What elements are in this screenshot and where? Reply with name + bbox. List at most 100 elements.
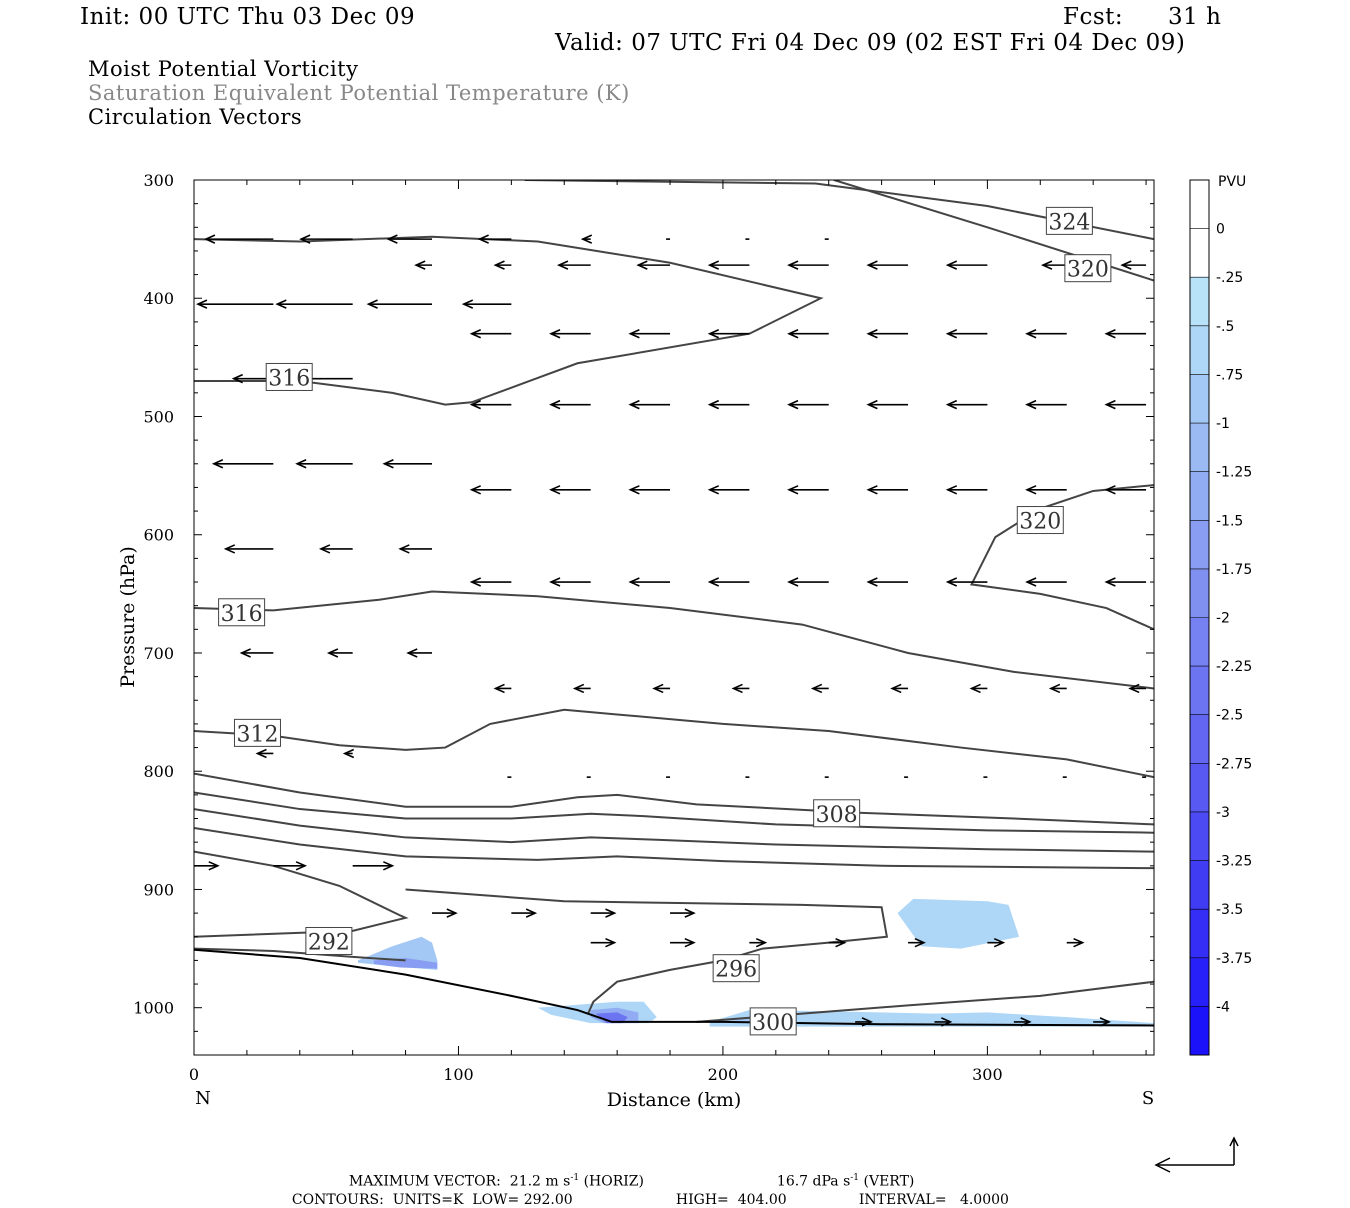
high-line: HIGH= 404.00: [667, 1176, 787, 1208]
vector-arrowhead: [890, 683, 902, 694]
vector-arrowhead: [945, 577, 958, 587]
x-tick-label: 100: [443, 1065, 474, 1084]
vector-arrowhead: [134, 460, 143, 468]
theta-contour-line: [405, 888, 889, 1015]
y-tick-label: 300: [143, 171, 174, 190]
colorbar-tick-label: -4: [1216, 999, 1230, 1015]
vector-arrowhead: [787, 577, 799, 587]
vector-arrowhead: [115, 235, 124, 243]
contour-label: 320: [1067, 258, 1109, 283]
interval-line: INTERVAL= 4.0000: [850, 1176, 1009, 1208]
y-tick-label: 500: [143, 407, 174, 426]
theta-contour-line: [194, 850, 409, 938]
colorbar-swatch: [1190, 811, 1209, 862]
colorbar-swatch: [1190, 909, 1209, 959]
contour-label: 316: [268, 366, 310, 391]
colorbar-tick-label: -.25: [1216, 270, 1243, 286]
vector-arrowhead: [446, 908, 458, 918]
vector-arrowhead: [295, 459, 307, 469]
vector-arrowhead: [1025, 577, 1037, 587]
vector-arrowhead: [866, 399, 878, 410]
vector-arrowhead: [1025, 485, 1037, 495]
valid-time: Valid: 07 UTC Fri 04 Dec 09 (02 EST Fri …: [555, 30, 1186, 56]
contours-label: CONTOURS:: [291, 1192, 384, 1208]
vector-arrowhead: [366, 299, 378, 309]
low-label: LOW=: [472, 1192, 520, 1208]
contour-label: 320: [1019, 510, 1061, 535]
colorbar-tick-label: -3: [1216, 805, 1230, 821]
colorbar-swatch: [1190, 617, 1209, 667]
colorbar-tick-label: -3.25: [1216, 854, 1252, 870]
vector-arrowhead: [866, 328, 878, 339]
vector-arrowhead: [866, 260, 878, 270]
vector-arrowhead: [684, 908, 696, 918]
theta-contour-layer: [194, 180, 1154, 1027]
colorbar-tick-label: -3.75: [1216, 951, 1252, 967]
vector-arrowhead: [787, 485, 799, 495]
y-axis-title: Pressure (hPa): [117, 546, 139, 688]
vector-arrowhead: [1104, 399, 1116, 410]
colorbar-tick-label: 0: [1216, 222, 1225, 238]
colorbar-swatch: [1190, 714, 1209, 764]
vert-tag: (VERT): [863, 1173, 915, 1190]
vector-arrowhead: [605, 937, 617, 948]
contour-label: 324: [1048, 210, 1090, 235]
vector-arrowhead: [1128, 683, 1140, 694]
theta-contour-line: [194, 808, 1154, 853]
ground-line: [194, 948, 1154, 1027]
vector-arrowhead: [549, 577, 561, 587]
vector-arrowhead: [342, 748, 355, 759]
theta-contour-line: [194, 772, 1154, 826]
vector-arrowhead: [1104, 485, 1116, 495]
vector-arrowhead: [119, 300, 128, 308]
colorbar-tick-label: -.75: [1216, 367, 1243, 383]
high-label: HIGH=: [675, 1192, 729, 1208]
vector-arrowhead: [707, 485, 720, 495]
vector-arrowhead: [580, 234, 593, 244]
vector-arrowhead: [1048, 683, 1061, 694]
vector-arrowhead: [1099, 1017, 1112, 1027]
colorbar-swatch: [1190, 520, 1209, 570]
theta-contour-line: [194, 590, 1154, 690]
vector-arrowhead: [138, 545, 147, 553]
vector-arrowhead: [1104, 328, 1116, 339]
vector-arrowhead: [941, 1017, 953, 1027]
colorbar-swatch: [1190, 277, 1209, 327]
contour-units: UNITS=K: [392, 1192, 464, 1208]
colorbar-tick-label: -1: [1216, 416, 1230, 432]
vector-arrowhead: [493, 683, 505, 694]
vector-arrowhead: [383, 861, 395, 871]
colorbar: PVU 0 -.25 -.5 -.75 -1 -1.25 -1.5 -1.75 -2 -2.25 -2…: [1189, 174, 1252, 1056]
theta-contour-line: [194, 708, 1154, 779]
vector-arrowhead: [295, 861, 308, 871]
colorbar-swatch: [1190, 568, 1209, 618]
vector-arrowhead: [469, 485, 482, 495]
vector-arrowhead: [993, 937, 1006, 948]
vector-arrowhead: [326, 648, 339, 658]
theta-contour-line: [194, 791, 1154, 834]
vector-arrowhead: [493, 260, 505, 270]
low-value: 292.00: [523, 1192, 573, 1208]
vector-arrowhead: [628, 399, 640, 410]
vector-arrowhead: [231, 373, 243, 384]
vector-arrowhead: [707, 577, 720, 587]
colorbar-swatch: [1190, 374, 1209, 424]
y-tick-label: 700: [143, 644, 174, 663]
vector-arrowhead: [1104, 577, 1116, 587]
vector-arrowhead: [549, 485, 561, 495]
colorbar-swatch: [1190, 228, 1209, 278]
contour-label-box: [1045, 206, 1093, 235]
contour-label-box: [1064, 254, 1112, 283]
colorbar-swatch: [1190, 471, 1209, 521]
vector-arrowhead: [469, 577, 482, 587]
vector-arrowhead: [810, 683, 823, 694]
vector-arrowhead: [628, 577, 640, 587]
max-vector-line: MAXIMUM VECTOR: 21.2 m s-1 (HORIZ): [340, 1157, 644, 1190]
vector-arrowhead: [866, 577, 878, 587]
theta-contour-line: [194, 826, 1154, 870]
x-end-left-label: N: [195, 1088, 211, 1109]
vector-arrowhead: [787, 399, 799, 410]
contour-label-box: [233, 718, 281, 747]
x-end-right-label: S: [1142, 1088, 1154, 1109]
vector-arrowhead: [255, 748, 267, 759]
